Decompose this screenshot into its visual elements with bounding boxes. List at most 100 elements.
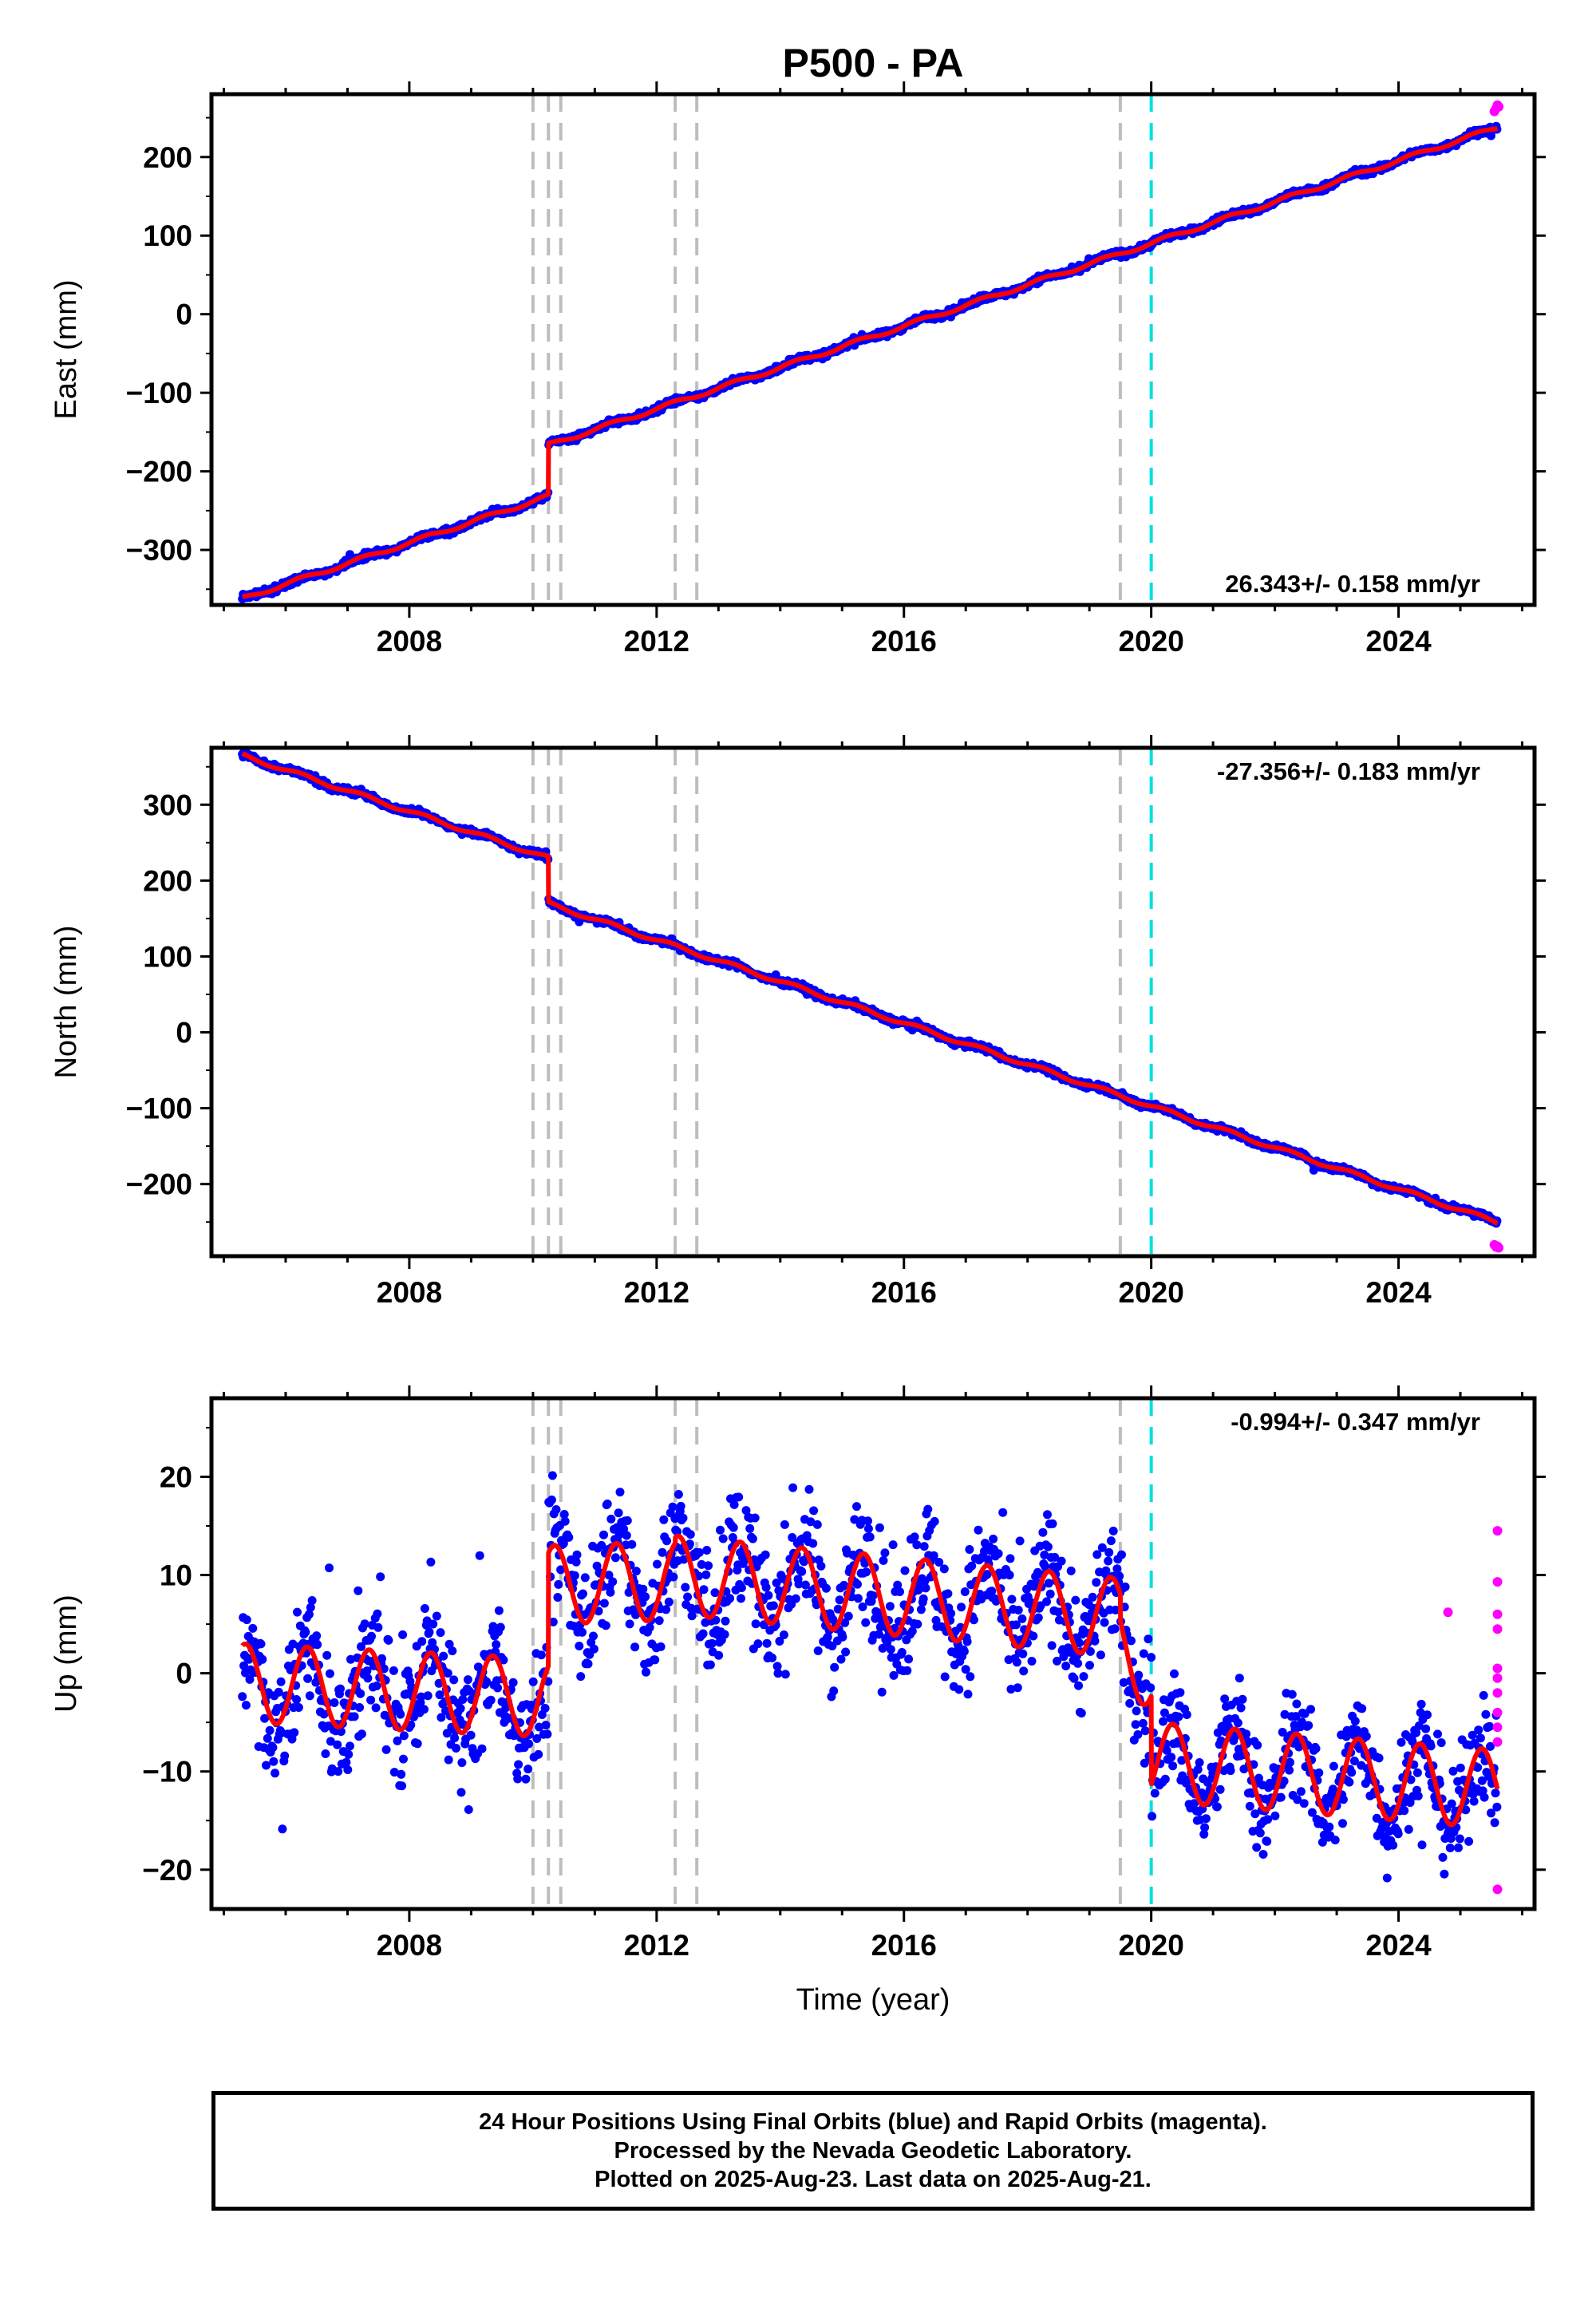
data-point (475, 1551, 484, 1560)
data-point (888, 1540, 898, 1550)
data-point (294, 1703, 303, 1712)
data-point (1066, 1566, 1076, 1575)
data-point (1140, 1726, 1150, 1736)
data-point (653, 1559, 662, 1569)
data-point (897, 1648, 907, 1657)
data-point (271, 1769, 280, 1778)
y-tick-label: 100 (143, 219, 192, 252)
data-point (307, 1596, 317, 1605)
data-point (1044, 1579, 1053, 1588)
data-point (921, 1583, 930, 1593)
data-point (399, 1731, 409, 1741)
data-point (957, 1603, 966, 1612)
data-point (694, 1547, 704, 1557)
data-point (534, 1749, 543, 1759)
data-point (895, 1587, 904, 1596)
data-point (373, 1609, 382, 1618)
data-point (918, 1594, 928, 1603)
data-point (1238, 1694, 1247, 1704)
data-point (843, 1611, 853, 1621)
data-point (960, 1587, 970, 1596)
data-point (373, 1622, 383, 1632)
final-orbit-points (238, 121, 1502, 603)
data-point (875, 1523, 884, 1532)
data-point (381, 1745, 391, 1754)
data-point (1088, 1592, 1097, 1602)
data-point (886, 1645, 895, 1654)
data-point (916, 1605, 926, 1614)
data-point (1092, 1578, 1101, 1587)
data-point (325, 1669, 334, 1678)
data-point (426, 1557, 436, 1567)
data-point (1144, 1634, 1153, 1644)
data-point (729, 1523, 738, 1532)
data-point (293, 1607, 302, 1617)
data-point (808, 1539, 818, 1548)
data-point (608, 1577, 618, 1587)
data-point (1220, 1694, 1230, 1704)
data-point (492, 1640, 501, 1650)
data-point (698, 1629, 708, 1638)
data-point (265, 1725, 275, 1735)
data-point (721, 1616, 730, 1626)
data-point (397, 1781, 407, 1791)
data-point (1079, 1672, 1088, 1682)
data-point (930, 1516, 939, 1526)
plot-frame (209, 745, 1537, 1259)
x-tick-label: 2016 (871, 1276, 937, 1309)
data-point (963, 1690, 973, 1699)
data-point (904, 1654, 914, 1664)
data-point (477, 1744, 487, 1753)
data-point (630, 1642, 640, 1652)
data-point (1201, 1814, 1211, 1824)
data-point (753, 1639, 763, 1649)
final-orbit-points (238, 1471, 1502, 1883)
data-point (773, 1669, 783, 1678)
data-point (813, 1646, 823, 1655)
data-point (946, 1609, 956, 1618)
data-point (436, 1628, 445, 1638)
data-point (1170, 1669, 1179, 1678)
data-point (751, 1619, 760, 1629)
data-point (1236, 1703, 1246, 1713)
y-axis-label: North (mm) (49, 925, 83, 1078)
y-tick-label: 0 (176, 298, 192, 331)
data-point (344, 1749, 354, 1759)
data-point (998, 1508, 1008, 1517)
data-point (333, 1740, 342, 1749)
x-tick-label: 2020 (1118, 1276, 1183, 1309)
data-point (705, 1660, 715, 1670)
data-point (334, 1767, 343, 1777)
data-point (321, 1749, 330, 1758)
data-point (357, 1729, 366, 1739)
data-point (1258, 1850, 1268, 1859)
data-point (737, 1583, 746, 1592)
plot-area (238, 94, 1504, 605)
plot-area (238, 748, 1504, 1256)
data-point (241, 1701, 251, 1710)
y-tick-label: 300 (143, 788, 192, 821)
data-point (1253, 1741, 1262, 1750)
data-point (685, 1530, 695, 1539)
data-point (258, 1654, 267, 1664)
data-point (678, 1513, 688, 1523)
data-point (1212, 1802, 1222, 1812)
data-point (1045, 1589, 1055, 1599)
x-tick-label: 2016 (871, 625, 937, 658)
data-point (330, 1698, 339, 1707)
data-point (734, 1492, 744, 1502)
data-point (780, 1670, 790, 1679)
data-point (536, 1650, 546, 1660)
data-point (1215, 1784, 1225, 1794)
data-point (1150, 1788, 1159, 1798)
data-point (967, 1561, 977, 1571)
x-tick-label: 2008 (377, 625, 442, 658)
data-point (551, 1505, 561, 1514)
data-point (1048, 1519, 1057, 1528)
data-point (508, 1678, 518, 1687)
data-point (880, 1548, 890, 1558)
data-point (269, 1757, 279, 1766)
data-point (570, 1571, 579, 1580)
data-point (1160, 1774, 1170, 1784)
